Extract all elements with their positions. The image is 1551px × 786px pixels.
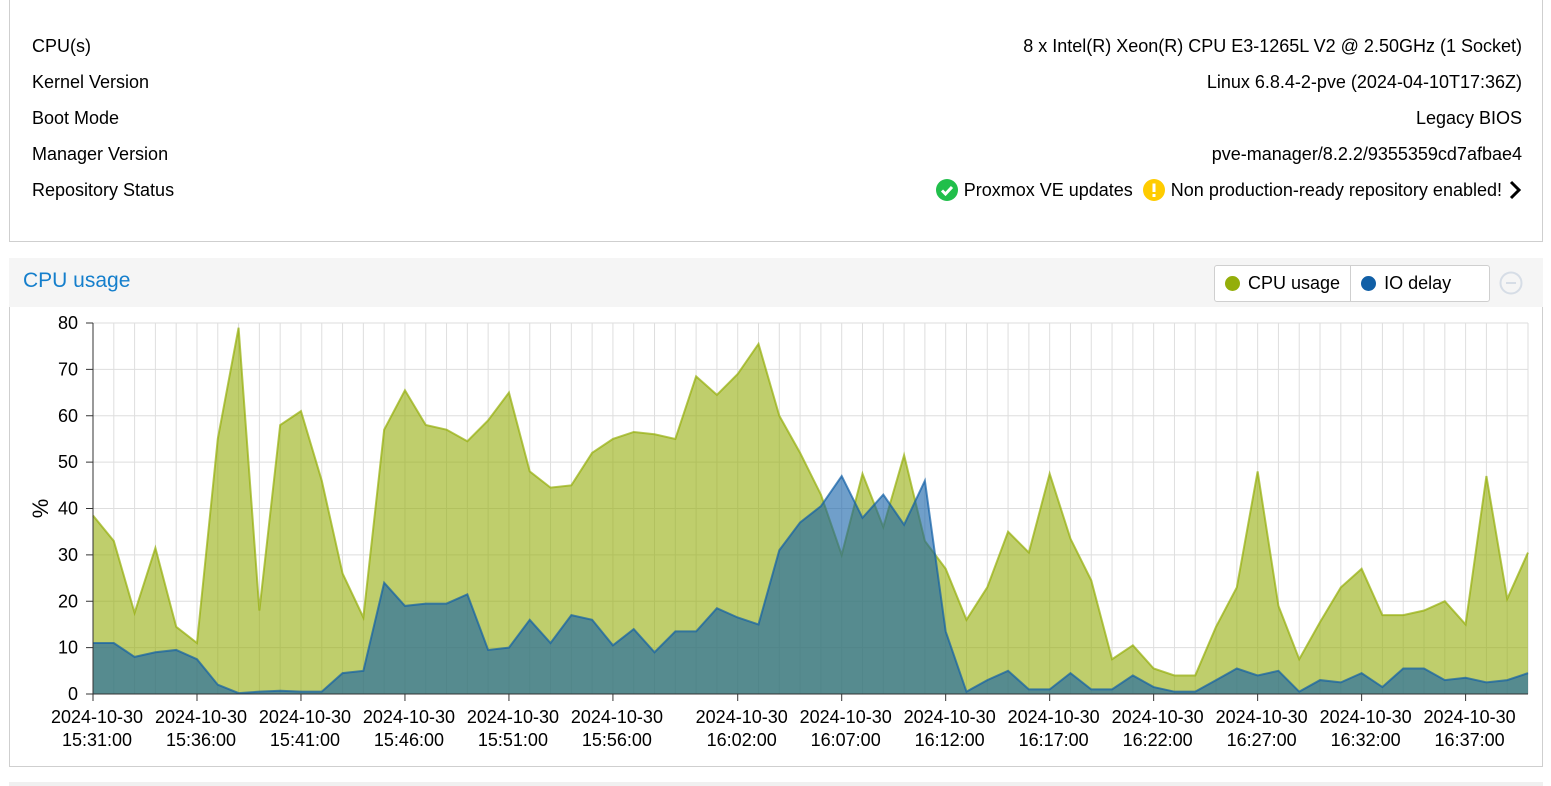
legend-label: CPU usage <box>1248 273 1341 293</box>
x-tick-label: 2024-10-30 15:46:00 <box>362 707 455 750</box>
y-tick-label: 40 <box>58 499 78 519</box>
y-tick-label: 30 <box>58 545 78 565</box>
collapse-tool[interactable] <box>1499 271 1523 295</box>
legend-item[interactable]: IO delay <box>1350 266 1461 301</box>
info-label: Kernel Version <box>32 72 150 92</box>
legend-item[interactable]: CPU usage <box>1215 266 1350 301</box>
x-tick-label: 2024-10-30 15:36:00 <box>154 707 248 750</box>
info-row: Boot Mode Legacy BIOS <box>32 106 1522 130</box>
next-panel <box>9 782 1543 786</box>
info-label: CPU(s) <box>32 36 91 56</box>
legend: CPU usage IO delay <box>1214 265 1490 302</box>
info-row: CPU(s) 8 x Intel(R) Xeon(R) CPU E3-1265L … <box>32 34 1522 58</box>
info-value: Legacy BIOS <box>1415 108 1522 128</box>
warning-icon <box>1142 179 1165 201</box>
x-tick-label: 2024-10-30 15:41:00 <box>258 707 351 750</box>
repo-warning[interactable]: Non production-ready repository enabled! <box>1170 180 1502 200</box>
legend-dot <box>1225 276 1240 291</box>
x-tick-label: 2024-10-30 16:27:00 <box>1215 707 1308 750</box>
x-tick-label: 2024-10-30 15:56:00 <box>570 707 663 750</box>
info-row: Repository Status Proxmox VE updates Non… <box>32 178 1522 202</box>
y-tick-label: 10 <box>58 638 78 658</box>
panel-title: CPU usage <box>23 269 131 292</box>
y-tick-label: 60 <box>58 406 78 426</box>
legend-dot <box>1361 276 1377 291</box>
chart-panel <box>9 307 1543 767</box>
x-tick-label: 2024-10-30 15:51:00 <box>466 707 559 750</box>
y-tick-label: 0 <box>68 684 78 704</box>
info-value: pve-manager/8.2.2/9355359cd7afbae4 <box>1211 144 1522 164</box>
x-tick-label: 2024-10-30 16:07:00 <box>799 707 892 750</box>
x-tick-label: 2024-10-30 16:17:00 <box>1007 707 1100 750</box>
info-label: Boot Mode <box>32 108 120 128</box>
line <box>92 327 1529 677</box>
info-label: Manager Version <box>32 144 169 164</box>
x-tick-label: 2024-10-30 16:02:00 <box>695 707 788 750</box>
y-axis-label: % <box>28 499 53 519</box>
line <box>93 474 1529 695</box>
y-tick-label: 80 <box>58 313 78 333</box>
ok-icon <box>935 179 958 201</box>
area <box>93 476 1528 694</box>
y-tick-label: 20 <box>58 591 78 611</box>
info-value: Linux 6.8.4-2-pve (2024-04-10T17:36Z) <box>1206 72 1522 92</box>
info-label: Repository Status <box>32 180 175 200</box>
repo-ok: Proxmox VE updates <box>963 180 1133 200</box>
y-tick-label: 70 <box>58 359 78 379</box>
chevron[interactable] <box>1508 180 1522 200</box>
info-row: Manager Version pve-manager/8.2.2/9355359… <box>32 142 1522 166</box>
x-tick-label: 2024-10-30 16:37:00 <box>1423 707 1516 750</box>
x-tick-label: 2024-10-30 15:31:00 <box>50 707 144 750</box>
y-tick-label: 50 <box>58 452 78 472</box>
info-panel: CPU(s) 8 x Intel(R) Xeon(R) CPU E3-1265L … <box>9 0 1543 242</box>
x-tick-label: 2024-10-30 16:12:00 <box>903 707 996 750</box>
x-tick-label: 2024-10-30 16:22:00 <box>1111 707 1204 750</box>
x-tick-label: 2024-10-30 16:32:00 <box>1319 707 1412 750</box>
legend-label: IO delay <box>1384 273 1452 293</box>
info-value: 8 x Intel(R) Xeon(R) CPU E3-1265L V2 @ 2… <box>1023 36 1522 56</box>
info-row: Kernel Version Linux 6.8.4-2-pve (2024-04… <box>32 70 1522 94</box>
